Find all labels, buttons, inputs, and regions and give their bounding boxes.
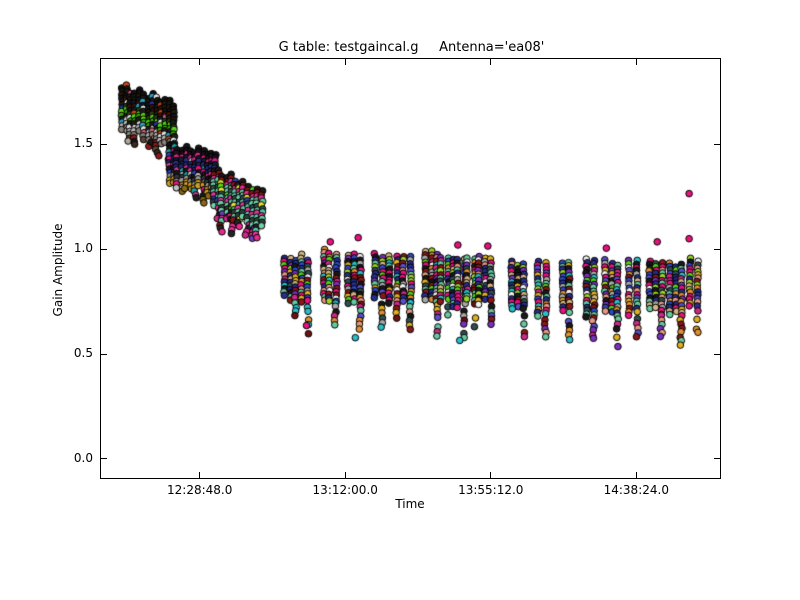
y-tick-mark <box>714 143 720 145</box>
plot-area <box>100 58 721 479</box>
x-tick-mark <box>635 59 637 65</box>
x-tick-label: 12:28:48.0 <box>167 483 233 497</box>
x-tick-label: 13:12:00.0 <box>312 483 378 497</box>
y-tick-mark <box>714 353 720 355</box>
y-tick-mark <box>714 458 720 460</box>
x-tick-mark <box>344 472 346 478</box>
y-tick-label: 0.0 <box>73 450 93 465</box>
scatter-canvas <box>101 59 720 478</box>
y-tick-mark <box>101 458 107 460</box>
x-tick-mark <box>344 59 346 65</box>
x-tick-label: 14:38:24.0 <box>603 483 669 497</box>
y-tick-mark <box>101 353 107 355</box>
x-axis-label: Time <box>395 497 425 511</box>
y-tick-label: 1.0 <box>73 241 93 256</box>
y-tick-mark <box>714 248 720 250</box>
x-tick-label: 13:55:12.0 <box>458 483 524 497</box>
x-tick-mark <box>199 59 201 65</box>
y-tick-mark <box>101 143 107 145</box>
x-tick-mark <box>490 472 492 478</box>
y-axis-label: Gain Amplitude <box>51 223 65 317</box>
chart-title: G table: testgaincal.g Antenna='ea08' <box>278 40 545 55</box>
x-tick-mark <box>490 59 492 65</box>
x-tick-mark <box>199 472 201 478</box>
y-tick-label: 1.5 <box>73 136 93 151</box>
y-tick-mark <box>101 248 107 250</box>
y-tick-label: 0.5 <box>73 346 93 361</box>
x-tick-mark <box>635 472 637 478</box>
